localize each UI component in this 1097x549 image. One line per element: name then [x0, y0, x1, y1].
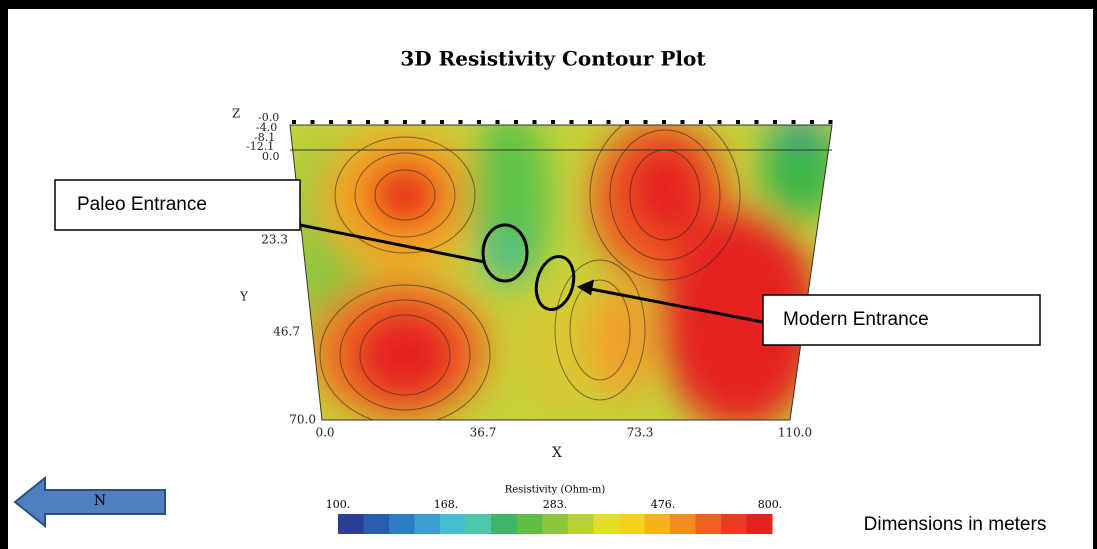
note: Dimensions in meters: [864, 514, 1047, 535]
top-dot: [551, 120, 555, 124]
colorbar-swatch: [644, 514, 671, 534]
top-dot: [292, 120, 296, 124]
annotation-box: [762, 294, 1041, 346]
colorbar-swatch: [491, 514, 518, 534]
y-tick-label: 23.3: [261, 233, 288, 247]
y-axis-label: Y: [239, 290, 249, 304]
colorbar-swatch: [363, 514, 390, 534]
colorbar-swatch: [338, 514, 365, 534]
top-dot: [384, 120, 389, 124]
x-tick-label: 0.0: [315, 426, 334, 440]
top-dot: [810, 120, 814, 124]
colorbar-tick-label: 283.: [543, 498, 568, 511]
top-dot: [680, 120, 685, 124]
top-dot: [495, 120, 500, 124]
x-tick-label: 110.0: [778, 426, 812, 440]
z-axis-label: Z: [232, 107, 240, 121]
top-dot: [736, 120, 740, 124]
colorbar-swatch: [465, 514, 492, 534]
top-dot: [514, 120, 518, 124]
top-dot: [606, 120, 611, 124]
colorbar-tick-label: 476.: [651, 498, 676, 511]
colorbar-swatch: [593, 514, 620, 534]
top-dot: [791, 120, 796, 124]
colorbar-swatch: [516, 514, 543, 534]
y-tick-label: 46.7: [273, 325, 300, 339]
x-tick-label: 36.7: [470, 426, 497, 440]
colorbar: [338, 514, 773, 534]
annotation: Paleo Entrance: [77, 194, 207, 215]
top-dot: [440, 120, 444, 124]
colorbar-title: Resistivity (Ohm-m): [505, 485, 606, 496]
entrance-markers: [299, 223, 764, 324]
north-arrow: [13, 475, 166, 529]
colorbar-swatch: [567, 514, 594, 534]
colorbar-swatch: [440, 514, 467, 534]
colorbar-tick-label: 168.: [434, 498, 459, 511]
top-dot: [532, 120, 537, 124]
z-tick-label: -0.0: [258, 111, 279, 124]
z-tick-label: -8.1: [254, 131, 275, 144]
y-tick-label: 70.0: [289, 413, 316, 427]
contour-plot: [290, 125, 832, 420]
annotation-box: [54, 179, 301, 231]
top-dots: [292, 120, 833, 124]
top-dot: [421, 120, 426, 124]
top-dot: [403, 120, 407, 124]
x-axis-label: X: [552, 445, 562, 461]
top-dot: [310, 120, 315, 124]
colorbar-tick-label: 800.: [758, 498, 783, 511]
x-tick-label: 73.3: [627, 426, 654, 440]
colorbar-swatch: [669, 514, 696, 534]
top-dot: [588, 120, 592, 124]
z-tick-label: 0.0: [262, 150, 280, 163]
title: 3D Resistivity Contour Plot: [400, 47, 706, 71]
top-dot: [773, 120, 777, 124]
top-dot: [625, 120, 629, 124]
top-dot: [569, 120, 574, 124]
right-border: [1093, 0, 1097, 549]
top-border: [0, 0, 1097, 9]
north-label: N: [94, 493, 106, 509]
colorbar-tick-label: 100.: [326, 498, 351, 511]
top-dot: [458, 120, 463, 124]
left-border: [0, 0, 8, 549]
top-dot: [754, 120, 759, 124]
colorbar-swatch: [542, 514, 569, 534]
annotation: Modern Entrance: [783, 309, 929, 330]
top-dot: [329, 120, 333, 124]
colorbar-swatch: [746, 514, 773, 534]
top-dot: [699, 120, 703, 124]
top-dot: [477, 120, 481, 124]
plot-frame: [289, 124, 833, 421]
z-tick-label: -12.1: [246, 140, 274, 153]
colorbar-swatch: [618, 514, 645, 534]
top-dot: [828, 120, 833, 124]
top-dot: [347, 120, 352, 124]
top-dot: [662, 120, 666, 124]
colorbar-swatch: [414, 514, 441, 534]
top-dot: [366, 120, 370, 124]
top-dot: [643, 120, 648, 124]
colorbar-swatch: [389, 514, 416, 534]
z-tick-label: -4.0: [256, 121, 277, 134]
colorbar-swatch: [695, 514, 722, 534]
colorbar-swatch: [720, 514, 747, 534]
top-dot: [717, 120, 722, 124]
